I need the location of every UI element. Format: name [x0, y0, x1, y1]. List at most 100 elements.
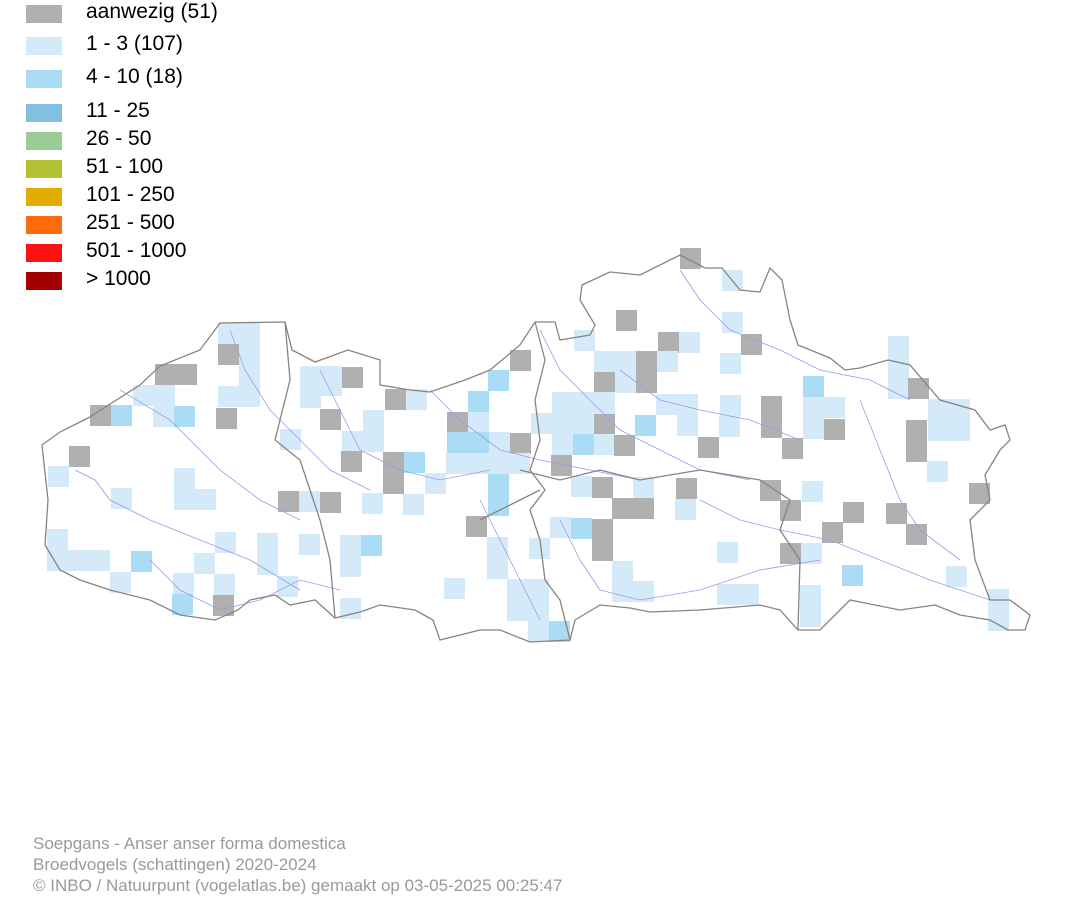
grid-cell [320, 409, 341, 430]
grid-cell [385, 389, 406, 410]
legend-label: 11 - 25 [86, 99, 150, 122]
grid-cell [444, 578, 465, 599]
grid-cell [404, 452, 425, 473]
grid-cell [615, 372, 636, 393]
grid-cell [239, 365, 260, 386]
grid-cell [552, 434, 573, 455]
grid-cell [592, 477, 613, 498]
grid-cell [466, 516, 487, 537]
grid-cell [698, 437, 719, 458]
grid-cell [299, 491, 320, 512]
legend-swatch [26, 104, 62, 122]
grid-cell [172, 594, 193, 615]
species-title: Soepgans - Anser anser forma domestica [33, 834, 346, 853]
legend-label: aanwezig (51) [86, 0, 218, 23]
grid-cell [342, 431, 384, 452]
grid-cell [218, 323, 260, 344]
grid-cell [888, 378, 909, 399]
grid-cell [111, 488, 132, 509]
grid-cell [717, 542, 738, 563]
grid-cell [635, 415, 656, 436]
grid-cell [722, 312, 743, 333]
grid-cell [658, 332, 679, 353]
grid-cell [383, 452, 404, 494]
grid-cell [594, 414, 615, 435]
grid-cell [320, 492, 341, 513]
river [619, 369, 801, 441]
grid-cell [489, 432, 510, 453]
grid-cell [928, 399, 970, 441]
grid-cell [48, 466, 69, 487]
grid-cell [510, 350, 531, 371]
grid-cell [174, 406, 195, 427]
grid-cell [447, 432, 489, 453]
border [274, 321, 336, 619]
grid-cell [803, 418, 824, 439]
legend-label: 26 - 50 [86, 127, 152, 150]
river [679, 269, 911, 401]
grid-cell [633, 477, 654, 498]
legend-swatch [26, 5, 62, 23]
grid-cell [214, 574, 235, 595]
grid-cell [529, 538, 550, 559]
grid-cell [488, 370, 509, 391]
grid-cell [717, 584, 759, 605]
grid-cell [487, 537, 508, 579]
grid-cell [636, 351, 657, 393]
grid-cell [551, 455, 572, 476]
grid-cell [446, 453, 530, 474]
legend-swatch [26, 188, 62, 206]
grid-cell [403, 494, 424, 515]
grid-cell [528, 621, 549, 642]
river [149, 559, 341, 611]
grid-cell [720, 353, 741, 374]
grid-cell [782, 438, 803, 459]
credit-line: © INBO / Natuurpunt (vogelatlas.be) gema… [33, 876, 563, 895]
legend-swatch [26, 132, 62, 150]
grid-cell [194, 553, 215, 574]
legend-swatch [26, 216, 62, 234]
grid-cell [550, 517, 571, 538]
grid-cell [906, 420, 927, 441]
border [479, 489, 541, 521]
grid-cell [571, 476, 592, 497]
grid-cell [280, 429, 301, 450]
grid-cell [362, 493, 383, 514]
legend-label: 251 - 500 [86, 211, 175, 234]
river [859, 399, 961, 561]
grid-cell [780, 543, 801, 564]
grid-cell [174, 468, 195, 489]
legend-item: 101 - 250 [26, 183, 326, 210]
legend-label: 51 - 100 [86, 155, 164, 178]
legend-item: 501 - 1000 [26, 239, 326, 266]
grid-cell [886, 503, 907, 524]
legend-item: 11 - 25 [26, 99, 326, 126]
grid-cell [969, 483, 990, 504]
legend-label: 4 - 10 (18) [86, 65, 183, 88]
grid-cell [614, 435, 635, 456]
grid-cell [802, 481, 823, 502]
river [699, 499, 991, 601]
grid-cell [574, 330, 595, 351]
grid-cell [174, 489, 216, 510]
legend-swatch [26, 272, 62, 290]
grid-cell [173, 573, 194, 594]
grid-cell [573, 434, 594, 455]
river [229, 329, 371, 491]
grid-cell [677, 415, 698, 436]
grid-cell [946, 566, 967, 587]
grid-cell [612, 498, 654, 519]
grid-cell [760, 480, 781, 501]
grid-cell [299, 534, 320, 555]
grid-cell [571, 518, 592, 539]
grid-cell [218, 386, 260, 407]
legend-item: 4 - 10 (18) [26, 65, 326, 92]
grid-cell [133, 385, 175, 406]
grid-cell [675, 499, 696, 520]
grid-cell [888, 357, 909, 378]
grid-cell [720, 395, 741, 416]
legend-swatch [26, 70, 62, 88]
grid-cell [406, 389, 427, 410]
grid-cell [110, 572, 131, 593]
borders [41, 254, 1031, 643]
